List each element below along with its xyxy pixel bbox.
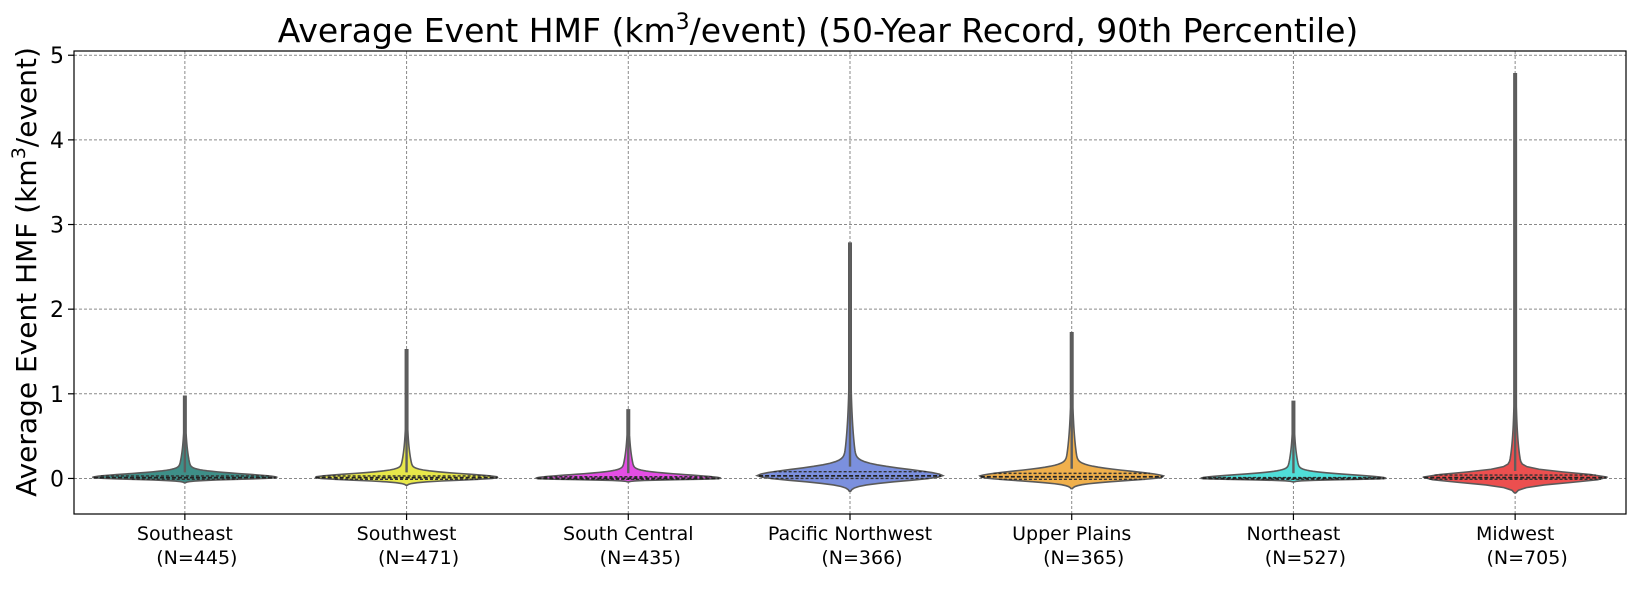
- chart-title: Average Event HMF (km3/event) (50-Year R…: [278, 10, 1359, 50]
- x-tick-label-count: (N=705): [1487, 547, 1568, 569]
- x-tick-label-region: Upper Plains: [1012, 523, 1131, 545]
- chart-title-superscript: 3: [676, 10, 690, 35]
- y-tick-label: 5: [50, 44, 64, 69]
- violin-southwest: [314, 348, 499, 487]
- chart-title-part-2: /event) (50-Year Record, 90th Percentile…: [690, 11, 1359, 50]
- y-tick-label: 3: [50, 214, 64, 239]
- x-tick-label-region: Northeast: [1247, 523, 1341, 545]
- violins: [92, 73, 1608, 494]
- y-axis-label: Average Event HMF (km3/event): [8, 47, 43, 497]
- x-tick-label-count: (N=445): [156, 547, 237, 569]
- x-tick-label-count: (N=366): [821, 547, 902, 569]
- plot-frame: [73, 50, 1627, 515]
- x-tick-label-region: Pacific Northwest: [768, 523, 932, 545]
- y-tick-label: 4: [50, 129, 64, 154]
- x-tick-label-count: (N=527): [1265, 547, 1346, 569]
- violin-south-central: [535, 409, 722, 483]
- y-axis-label-superscript: 3: [8, 147, 30, 159]
- x-tick-label-count: (N=435): [600, 547, 681, 569]
- y-tick-label: 0: [50, 467, 64, 492]
- y-tick-label: 1: [50, 383, 64, 408]
- y-axis-label-part-1: Average Event HMF (km: [10, 159, 43, 497]
- x-tick-label-region: Southeast: [137, 523, 233, 545]
- violin-upper-plains: [978, 332, 1166, 490]
- x-tick-label-region: Midwest: [1476, 523, 1554, 545]
- y-axis-label-part-2: /event): [10, 47, 43, 147]
- violin-pacific-northwest: [754, 242, 946, 492]
- y-tick-label: 2: [50, 298, 64, 323]
- x-tick-label-count: (N=471): [378, 547, 459, 569]
- x-tick-label-count: (N=365): [1043, 547, 1124, 569]
- violin-midwest: [1422, 73, 1608, 494]
- violin-southeast: [92, 395, 278, 484]
- x-tick-label-region: South Central: [563, 523, 693, 545]
- x-tick-label-region: Southwest: [357, 523, 457, 545]
- violin-northeast: [1200, 400, 1387, 483]
- tick-labels: 0 1 2 3 4 5 Southeast(N=445) Southwest(N=471) So…: [50, 44, 1568, 569]
- chart-title-part-1: Average Event HMF (km: [278, 11, 676, 50]
